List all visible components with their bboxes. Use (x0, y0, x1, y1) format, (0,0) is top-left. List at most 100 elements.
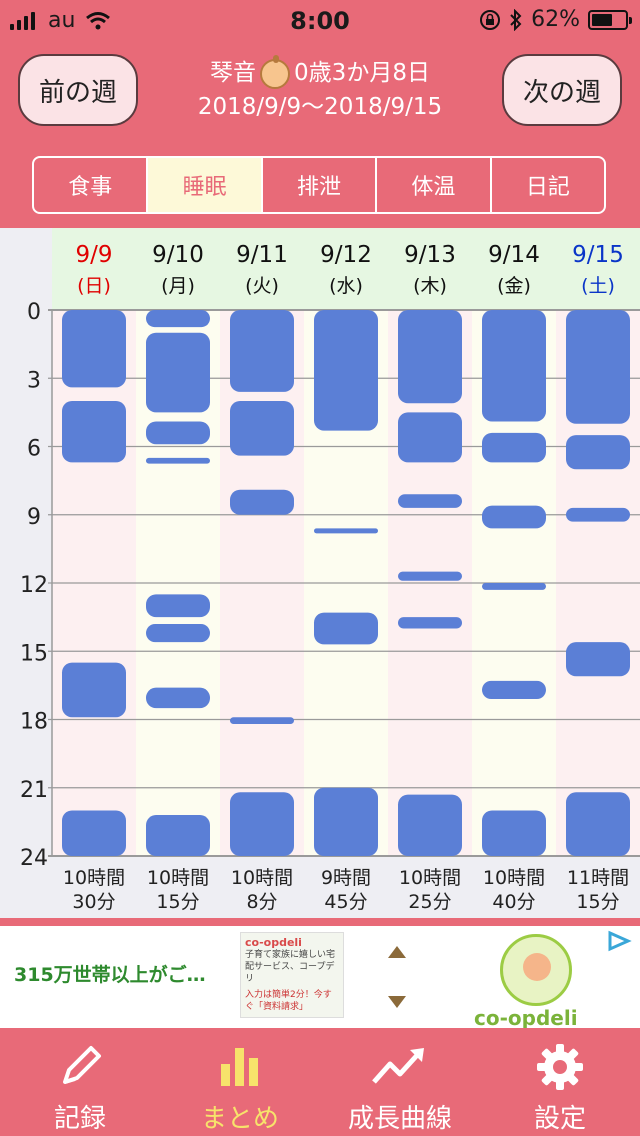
arrow-up-icon[interactable] (388, 946, 406, 958)
ad-choices-icon[interactable] (606, 930, 632, 952)
total-minutes-label: 15分 (156, 891, 199, 913)
y-tick-label: 18 (20, 710, 48, 735)
battery-icon (588, 9, 632, 30)
sleep-bar (146, 623, 210, 643)
orientation-lock-icon (480, 9, 501, 30)
sleep-bar (482, 505, 546, 529)
day-date-label: 9/11 (236, 242, 288, 268)
total-hours-label: 9時間 (321, 867, 371, 889)
sleep-bar (146, 421, 210, 445)
status-left: au (10, 8, 111, 33)
sleep-bar (146, 457, 210, 464)
signal-icon (10, 11, 38, 30)
y-tick-label: 15 (20, 641, 48, 666)
ad-thumb-brand: co-opdeli (245, 936, 302, 949)
baby-name: 琴音 (210, 60, 257, 86)
ad-thumbnail[interactable]: co-opdeli 子育て家族に嬉しい宅配サービス、コープデリ 入力は簡単2分！… (240, 932, 344, 1018)
sleep-bar (314, 787, 378, 856)
coop-logo-icon[interactable] (500, 934, 572, 1006)
category-tabs: 食事 睡眠 排泄 体温 日記 (32, 156, 606, 214)
day-date-label: 9/15 (572, 242, 624, 268)
tab-temperature[interactable]: 体温 (377, 158, 492, 212)
nav-growth[interactable]: 成長曲線 (320, 1028, 480, 1136)
nav-growth-label: 成長曲線 (347, 1104, 452, 1134)
ad-thumb-copy: 子育て家族に嬉しい宅配サービス、コープデリ (245, 950, 336, 984)
bottom-nav: 記録 まとめ 成長曲線 設定 (0, 1028, 640, 1136)
total-hours-label: 10時間 (147, 867, 209, 889)
next-week-button[interactable]: 次の週 (502, 54, 622, 126)
day-date-label: 9/14 (488, 242, 540, 268)
sleep-bar (482, 680, 546, 700)
sleep-chart-area[interactable]: 0 3 6 9 12 15 18 21 24 9/9 (日) 10時間 30分 9/10 (月) 10時間 15… (0, 228, 640, 918)
date-header-band (52, 228, 640, 310)
bluetooth-icon (510, 8, 522, 31)
sleep-bar (566, 310, 630, 424)
day-date-label: 9/9 (75, 242, 112, 268)
sleep-bar (482, 310, 546, 422)
sleep-bar (482, 583, 546, 590)
ad-arrows[interactable] (388, 942, 410, 1012)
baby-info: 琴音 0歳3か月8日 2018/9/9〜2018/9/15 (150, 54, 490, 124)
sleep-bar (230, 717, 294, 725)
total-minutes-label: 25分 (408, 891, 451, 913)
sleep-bar (566, 642, 630, 677)
tab-meal[interactable]: 食事 (34, 158, 149, 212)
nav-settings[interactable]: 設定 (480, 1028, 640, 1136)
total-minutes-label: 8分 (246, 891, 277, 913)
total-hours-label: 10時間 (399, 867, 461, 889)
nav-summary-label: まとめ (200, 1104, 279, 1134)
y-tick-label: 12 (20, 573, 48, 598)
sleep-bar (146, 815, 210, 856)
sleep-bar (62, 810, 126, 856)
baby-face-icon (260, 54, 291, 89)
nav-record-label: 記録 (53, 1104, 106, 1134)
sleep-bar (230, 489, 294, 515)
ad-text[interactable]: 315万世帯以上がご… (14, 964, 206, 986)
sleep-bar (398, 310, 462, 404)
total-hours-label: 10時間 (231, 867, 293, 889)
day-date-label: 9/10 (152, 242, 204, 268)
sleep-bar (62, 662, 126, 718)
sleep-bar (398, 571, 462, 581)
date-range: 2018/9/9〜2018/9/15 (197, 94, 443, 120)
ad-brand[interactable]: co-opdeli (474, 1006, 578, 1030)
status-time: 8:00 (290, 7, 350, 35)
sleep-bar (62, 310, 126, 388)
nav-settings-label: 設定 (533, 1104, 586, 1134)
prev-week-button[interactable]: 前の週 (18, 54, 138, 126)
trend-line-icon (372, 1048, 424, 1084)
nav-record[interactable]: 記録 (0, 1028, 160, 1136)
ad-banner[interactable]: 315万世帯以上がご… co-opdeli 子育て家族に嬉しい宅配サービス、コー… (0, 918, 640, 1030)
day-weekday-label: (水) (329, 275, 363, 297)
sleep-bar (482, 432, 546, 463)
day-weekday-label: (月) (161, 275, 195, 297)
sleep-bar (398, 412, 462, 463)
y-tick-label: 21 (20, 778, 48, 803)
status-right: 62% (479, 7, 632, 32)
day-weekday-label: (火) (245, 275, 279, 297)
sleep-bar (566, 435, 630, 470)
sleep-bar (146, 332, 210, 413)
total-hours-label: 10時間 (483, 867, 545, 889)
y-tick-label: 6 (27, 437, 41, 462)
y-tick-label: 3 (27, 368, 41, 393)
total-minutes-label: 40分 (492, 891, 535, 913)
wifi-icon (86, 11, 111, 29)
baby-age: 0歳3か月8日 (294, 60, 430, 86)
sleep-bar (230, 401, 294, 456)
day-date-label: 9/12 (320, 242, 372, 268)
tab-sleep[interactable]: 睡眠 (148, 158, 263, 212)
nav-summary[interactable]: まとめ (160, 1028, 320, 1136)
total-minutes-label: 45分 (324, 891, 367, 913)
tab-excretion[interactable]: 排泄 (263, 158, 378, 212)
y-tick-label: 9 (27, 505, 41, 530)
day-weekday-label: (金) (497, 275, 531, 297)
total-minutes-label: 15分 (576, 891, 619, 913)
arrow-down-icon[interactable] (388, 996, 406, 1008)
tab-diary[interactable]: 日記 (525, 175, 570, 200)
battery-percent: 62% (531, 7, 580, 32)
sleep-bar (566, 507, 630, 522)
sleep-bar (230, 310, 294, 392)
sleep-bar (314, 310, 378, 431)
carrier-label: au (48, 8, 76, 33)
